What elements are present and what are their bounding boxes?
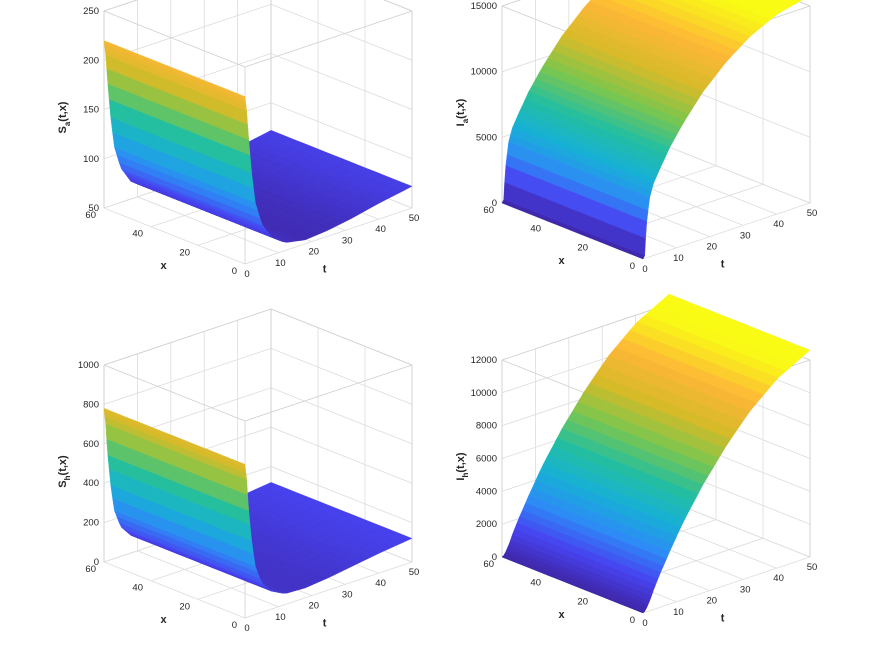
t-tick-label: 40	[375, 224, 386, 235]
z-tick-label: 250	[83, 6, 99, 17]
x-tick-label: 60	[483, 205, 494, 216]
z-tick-label: 15000	[471, 1, 497, 12]
t-tick-label: 10	[275, 612, 286, 623]
t-tick-label: 0	[642, 264, 647, 275]
z-tick-label: 12000	[471, 355, 497, 366]
t-tick-label: 10	[275, 258, 286, 269]
t-tick-label: 30	[342, 235, 353, 246]
t-tick-label: 50	[807, 562, 818, 573]
surface	[103, 407, 413, 594]
z-tick-label: 400	[83, 478, 99, 489]
surface-patch	[631, 253, 644, 260]
tick-labels: 0102030405002040600200040006000800010000…	[471, 355, 818, 629]
t-tick-label: 50	[409, 567, 420, 578]
z-axis-label: Sa(t,x)	[57, 101, 72, 133]
t-tick-label: 0	[642, 618, 647, 629]
t-tick-label: 10	[673, 253, 684, 264]
z-tick-label: 200	[83, 55, 99, 66]
t-axis-label: t	[323, 264, 327, 276]
t-tick-label: 0	[244, 269, 249, 280]
surface	[501, 293, 811, 614]
t-axis-label: t	[721, 259, 725, 271]
z-tick-label: 6000	[476, 454, 497, 465]
z-tick-label: 4000	[476, 486, 497, 497]
t-axis-label: t	[721, 613, 725, 625]
x-tick-label: 0	[630, 261, 635, 272]
t-tick-label: 30	[740, 584, 751, 595]
z-tick-label: 10000	[471, 67, 497, 78]
surface-plot-ih: 0102030405002040600200040006000800010000…	[455, 293, 818, 629]
x-tick-label: 20	[179, 247, 190, 258]
x-tick-label: 0	[232, 620, 237, 631]
x-tick-label: 20	[179, 601, 190, 612]
x-tick-label: 20	[577, 242, 588, 253]
z-axis-label: Sh(t,x)	[57, 455, 72, 488]
x-tick-label: 60	[483, 559, 494, 570]
x-tick-label: 20	[577, 596, 588, 607]
z-axis-label: Ia(t,x)	[455, 98, 470, 126]
t-tick-label: 50	[807, 208, 818, 219]
t-tick-label: 20	[309, 601, 320, 612]
t-tick-label: 20	[707, 242, 718, 253]
surface-patch	[233, 91, 246, 98]
surface	[501, 0, 803, 260]
x-axis-label: x	[558, 609, 565, 621]
x-axis-label: x	[160, 260, 167, 272]
surface-patch	[630, 607, 644, 614]
x-axis-label: x	[558, 255, 565, 267]
surface-plot-sa: 01020304050020406050100150200250txSa(t,x…	[57, 0, 419, 280]
z-tick-label: 50	[88, 203, 99, 214]
z-tick-label: 200	[83, 518, 99, 529]
surface-plot-sh: 01020304050020406002004006008001000txSh(…	[57, 308, 419, 634]
x-tick-label: 60	[85, 564, 96, 575]
surface	[103, 40, 413, 243]
x-axis-label: x	[160, 614, 167, 626]
z-tick-label: 150	[83, 105, 99, 116]
t-tick-label: 40	[375, 578, 386, 589]
surface-patch	[233, 459, 246, 466]
z-tick-label: 2000	[476, 519, 497, 530]
z-tick-label: 0	[492, 198, 497, 209]
t-tick-label: 20	[309, 247, 320, 258]
t-tick-label: 0	[244, 623, 249, 634]
t-axis-label: t	[323, 618, 327, 630]
x-tick-label: 40	[132, 229, 143, 240]
z-tick-label: 600	[83, 439, 99, 450]
t-tick-label: 30	[740, 230, 751, 241]
t-tick-label: 40	[773, 573, 784, 584]
x-tick-label: 0	[232, 266, 237, 277]
x-tick-label: 40	[530, 224, 541, 235]
t-tick-label: 10	[673, 607, 684, 618]
x-tick-label: 0	[630, 615, 635, 626]
x-tick-label: 40	[132, 583, 143, 594]
z-tick-label: 0	[94, 557, 99, 568]
z-axis-label: Ih(t,x)	[455, 452, 470, 480]
t-tick-label: 40	[773, 219, 784, 230]
x-tick-label: 60	[85, 210, 96, 221]
x-tick-label: 40	[530, 578, 541, 589]
z-tick-label: 800	[83, 399, 99, 410]
t-tick-label: 30	[342, 589, 353, 600]
z-tick-label: 8000	[476, 421, 497, 432]
surface-plot-ia: 010203040500204060050001000015000txIa(t,…	[455, 0, 817, 275]
z-tick-label: 0	[492, 552, 497, 563]
z-tick-label: 10000	[471, 388, 497, 399]
z-tick-label: 100	[83, 154, 99, 165]
t-tick-label: 20	[707, 596, 718, 607]
t-tick-label: 50	[409, 213, 420, 224]
z-tick-label: 5000	[476, 132, 497, 143]
z-tick-label: 1000	[78, 360, 99, 371]
